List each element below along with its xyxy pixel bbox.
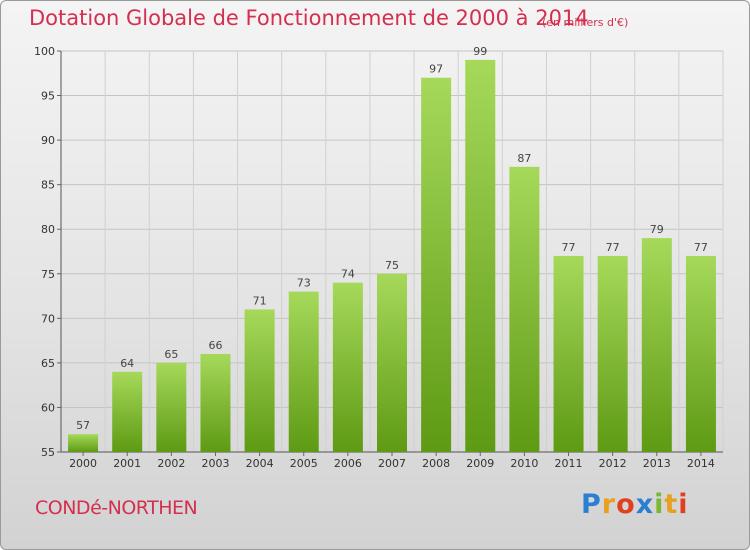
proxiti-logo: Proxiti <box>581 489 689 520</box>
value-label: 77 <box>606 241 620 254</box>
x-tick-label: 2002 <box>157 457 185 470</box>
bar <box>244 309 275 452</box>
x-tick-label: 2005 <box>290 457 318 470</box>
bars <box>68 59 716 453</box>
chart-unit: (en milliers d'€) <box>542 16 629 29</box>
x-tick-label: 2013 <box>643 457 671 470</box>
value-label: 87 <box>517 152 531 165</box>
y-tick-label: 85 <box>41 179 55 192</box>
logo-letter: P <box>581 489 602 520</box>
bar <box>112 371 143 452</box>
x-tick-label: 2006 <box>334 457 362 470</box>
bar <box>509 166 540 452</box>
y-tick-label: 95 <box>41 90 55 103</box>
value-label: 99 <box>473 45 487 58</box>
bar <box>685 255 716 452</box>
value-label: 79 <box>650 223 664 236</box>
bar <box>421 77 452 452</box>
logo-letter: x <box>635 489 655 520</box>
tick-labels: 55 60 65 70 75 80 85 90 95 100 2000 2001 2002 2003 200… <box>34 45 715 470</box>
value-label: 97 <box>429 63 443 76</box>
value-label: 64 <box>120 357 134 370</box>
y-tick-label: 55 <box>41 446 55 459</box>
y-tick-label: 65 <box>41 357 55 370</box>
x-tick-label: 2007 <box>378 457 406 470</box>
logo-letter: o <box>616 489 636 520</box>
y-tick-label: 90 <box>41 134 55 147</box>
bar <box>377 273 407 452</box>
x-tick-label: 2001 <box>113 457 141 470</box>
bar <box>641 238 672 452</box>
value-labels: 57 64 65 66 71 73 74 75 97 99 87 77 77 79 77 <box>76 45 708 432</box>
x-tick-label: 2000 <box>69 457 97 470</box>
bar <box>597 255 628 452</box>
value-label: 71 <box>253 294 267 307</box>
y-tick-label: 70 <box>41 312 55 325</box>
logo-letter: i <box>678 489 689 520</box>
x-tick-label: 2011 <box>555 457 583 470</box>
x-tick-label: 2010 <box>510 457 538 470</box>
y-tick-label: 60 <box>41 401 55 414</box>
x-tick-label: 2012 <box>599 457 627 470</box>
bar <box>156 362 187 452</box>
y-tick-label: 80 <box>41 223 55 236</box>
value-label: 66 <box>208 339 222 352</box>
bar <box>68 434 99 452</box>
commune-name: CONDé-NORTHEN <box>35 497 198 519</box>
x-tick-label: 2009 <box>466 457 494 470</box>
bar <box>332 282 363 452</box>
value-label: 73 <box>297 277 311 290</box>
x-tick-label: 2003 <box>201 457 229 470</box>
value-label: 74 <box>341 268 355 281</box>
value-label: 57 <box>76 419 90 432</box>
x-tick-label: 2014 <box>687 457 715 470</box>
y-tick-label: 75 <box>41 268 55 281</box>
x-tick-label: 2008 <box>422 457 450 470</box>
value-label: 65 <box>164 348 178 361</box>
bar <box>200 353 231 452</box>
value-label: 77 <box>562 241 576 254</box>
logo-letter: r <box>601 489 617 520</box>
bar <box>465 59 496 453</box>
logo-letter: i <box>654 489 665 520</box>
chart-title: Dotation Globale de Fonctionnement de 20… <box>29 6 589 30</box>
logo-letter: t <box>664 489 679 520</box>
y-tick-label: 100 <box>34 45 55 58</box>
bar <box>553 255 584 452</box>
value-label: 75 <box>385 259 399 272</box>
x-tick-label: 2004 <box>246 457 274 470</box>
value-label: 77 <box>694 241 708 254</box>
bar <box>288 291 319 452</box>
